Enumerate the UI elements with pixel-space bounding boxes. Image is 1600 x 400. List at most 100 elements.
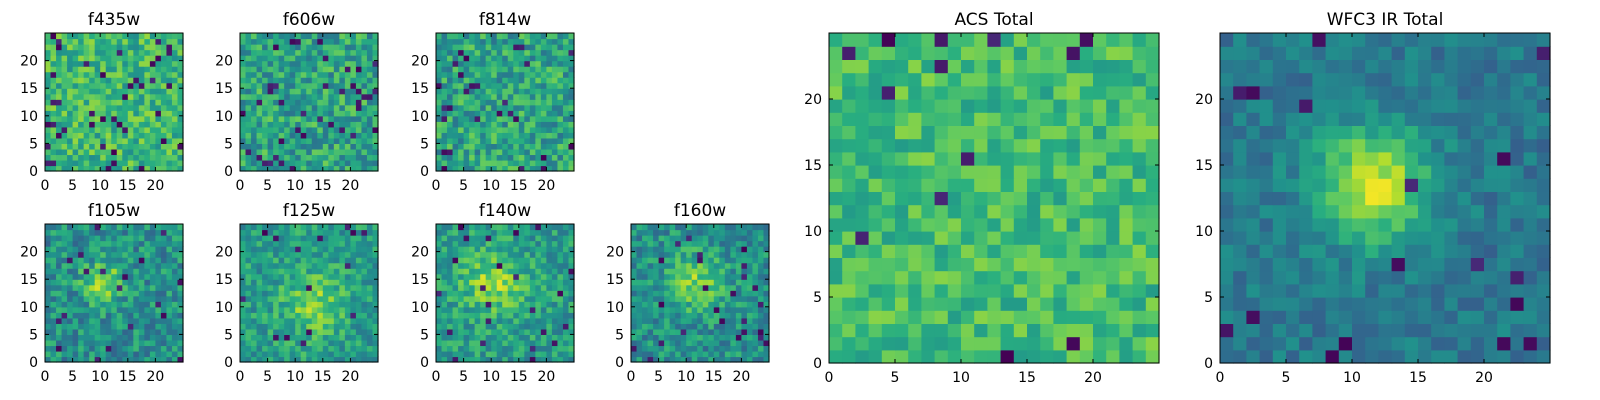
heatmap-cell	[133, 317, 140, 324]
heatmap-cell	[1027, 257, 1041, 272]
heatmap-cell	[61, 159, 68, 167]
heatmap-cell	[713, 323, 720, 330]
heatmap-cell	[155, 44, 162, 51]
heatmap-cell	[100, 279, 107, 286]
heatmap-cell	[339, 312, 346, 319]
heatmap-cell	[551, 334, 559, 341]
heatmap-cell	[513, 306, 520, 313]
heatmap-cell	[67, 132, 74, 139]
heatmap-cell	[317, 350, 324, 358]
heatmap-cell	[372, 262, 379, 269]
heatmap-cell	[361, 328, 368, 335]
heatmap-cell	[842, 349, 856, 364]
heatmap-cell	[855, 270, 870, 285]
heatmap-cell	[730, 240, 737, 247]
heatmap-cell	[262, 99, 269, 106]
heatmap-cell	[45, 66, 52, 73]
heatmap-cell	[947, 178, 962, 192]
heatmap-cell	[295, 148, 302, 156]
heatmap-cell	[366, 154, 374, 161]
heatmap-cell	[350, 44, 357, 51]
heatmap-cell	[251, 339, 258, 347]
heatmap-cell	[322, 154, 329, 161]
heatmap-cell	[177, 71, 184, 78]
heatmap-cell	[89, 290, 96, 297]
heatmap-cell	[122, 33, 129, 40]
heatmap-cell	[262, 93, 269, 100]
heatmap-cell	[463, 159, 470, 167]
heatmap-cell	[529, 224, 536, 231]
heatmap-cell	[524, 60, 531, 67]
heatmap-cell	[306, 334, 313, 341]
heatmap-cell	[317, 339, 324, 347]
heatmap-cell	[757, 323, 765, 330]
heatmap-cell	[524, 44, 531, 51]
heatmap-cells	[631, 224, 770, 363]
heatmap-cell	[719, 339, 726, 347]
heatmap-cell	[653, 317, 660, 324]
heatmap-cell	[452, 165, 459, 172]
heatmap-cell	[719, 345, 726, 352]
heatmap-cell	[502, 159, 509, 167]
heatmap-cell	[144, 229, 151, 236]
heatmap-cell	[447, 345, 454, 352]
x-tick-label: 20	[537, 178, 555, 194]
heatmap-cell	[540, 55, 547, 62]
heatmap-cell	[177, 240, 184, 247]
heatmap-cell	[133, 71, 140, 78]
heatmap-cell	[974, 257, 988, 272]
heatmap-cell	[881, 323, 896, 338]
heatmap-cell	[278, 317, 285, 324]
heatmap-cell	[344, 55, 351, 62]
heatmap-cell	[752, 328, 759, 335]
heatmap-cell	[680, 240, 687, 247]
heatmap-cell	[568, 279, 575, 286]
heatmap-cell	[166, 126, 173, 133]
heatmap-cell	[540, 273, 547, 280]
heatmap-cell	[829, 349, 843, 364]
heatmap-cell	[333, 93, 340, 100]
heatmap-cell	[350, 115, 357, 122]
heatmap-cell	[664, 224, 671, 231]
heatmap-cell	[524, 143, 531, 150]
heatmap-cell	[686, 290, 693, 297]
heatmap-cell	[702, 312, 709, 319]
heatmap-cell	[138, 328, 145, 335]
heatmap-cell	[491, 71, 498, 78]
heatmap-cell	[366, 44, 374, 51]
heatmap-cell	[122, 82, 129, 89]
heatmap-cell	[763, 284, 770, 291]
heatmap-cell	[122, 126, 129, 133]
heatmap-cell	[89, 44, 96, 51]
heatmap-cell	[702, 235, 709, 242]
heatmap-cell	[535, 104, 542, 111]
heatmap-cell	[273, 251, 280, 258]
heatmap-cell	[458, 148, 465, 156]
heatmap-cell	[568, 66, 575, 73]
heatmap-cell	[344, 290, 351, 297]
heatmap-cell	[245, 110, 252, 117]
heatmap-cell	[719, 290, 726, 297]
heatmap-cell	[653, 284, 660, 291]
heatmap-cell	[675, 235, 682, 242]
heatmap-cell	[133, 55, 140, 62]
heatmap-cell	[317, 121, 324, 128]
heatmap-cell	[240, 262, 247, 269]
heatmap-cell	[1027, 217, 1041, 232]
heatmap-cell	[447, 121, 454, 128]
heatmap-cell	[480, 306, 487, 313]
heatmap-cell	[72, 159, 79, 167]
heatmap-cell	[166, 44, 173, 51]
heatmap-cell	[100, 306, 107, 313]
heatmap-cell	[67, 165, 74, 172]
heatmap-cell	[568, 262, 575, 269]
heatmap-cell	[485, 301, 492, 308]
heatmap-cell	[713, 301, 720, 308]
heatmap-cell	[535, 165, 542, 172]
heatmap-cell	[177, 126, 184, 133]
heatmap-cell	[1040, 231, 1054, 245]
heatmap-cell	[463, 339, 470, 347]
heatmap-cell	[480, 77, 487, 84]
heatmap-cell	[441, 33, 448, 40]
heatmap-cell	[240, 148, 247, 156]
